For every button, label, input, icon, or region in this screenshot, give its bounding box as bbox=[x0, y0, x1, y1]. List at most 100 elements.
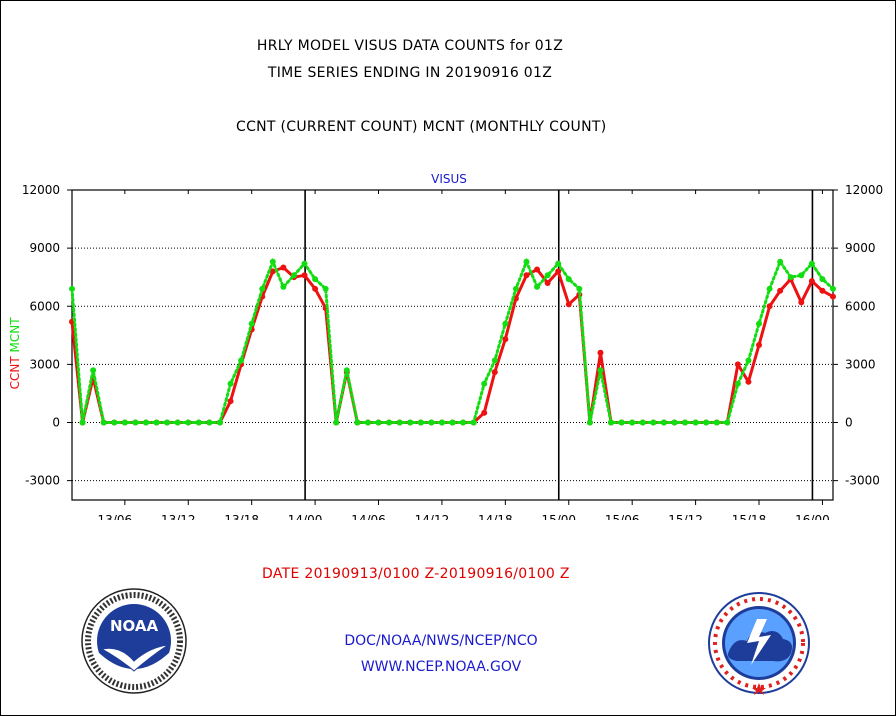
x-tick-label: 16/00 bbox=[795, 513, 830, 520]
y-axis-label-mcnt: MCNT bbox=[8, 317, 22, 353]
data-point-mcnt bbox=[608, 419, 615, 426]
data-point-mcnt bbox=[481, 380, 488, 387]
data-point-mcnt bbox=[597, 367, 604, 374]
y-tick-label-left: 12000 bbox=[22, 183, 60, 197]
data-point-mcnt bbox=[438, 419, 445, 426]
data-point-ccnt bbox=[798, 299, 805, 306]
data-point-ccnt bbox=[227, 398, 234, 405]
series-line-ccnt bbox=[70, 266, 834, 424]
y-tick-label-left: 9000 bbox=[29, 241, 60, 255]
data-point-ccnt bbox=[491, 369, 498, 376]
data-point-mcnt bbox=[90, 367, 97, 374]
y-tick-label-right: 6000 bbox=[845, 299, 876, 313]
data-point-mcnt bbox=[69, 285, 75, 292]
data-point-mcnt bbox=[417, 419, 424, 426]
data-point-mcnt bbox=[534, 283, 541, 290]
data-point-mcnt bbox=[153, 419, 160, 426]
data-point-mcnt bbox=[745, 357, 752, 364]
x-tick-label: 15/00 bbox=[541, 513, 576, 520]
y-tick-label-right: 12000 bbox=[845, 183, 883, 197]
date-range-label: DATE 20190913/0100 Z-20190916/0100 Z bbox=[262, 566, 570, 582]
data-point-mcnt bbox=[576, 285, 583, 292]
data-point-ccnt bbox=[756, 342, 763, 348]
data-point-mcnt bbox=[322, 285, 329, 292]
data-point-mcnt bbox=[386, 419, 393, 426]
data-point-mcnt bbox=[502, 320, 509, 327]
y-axis-label: CCNT MCNT bbox=[8, 317, 22, 390]
x-tick-label: 13/18 bbox=[224, 513, 259, 520]
data-point-mcnt bbox=[555, 260, 562, 267]
data-point-mcnt bbox=[692, 419, 699, 426]
data-point-mcnt bbox=[132, 419, 139, 426]
data-point-ccnt bbox=[544, 280, 551, 286]
data-point-mcnt bbox=[660, 419, 667, 426]
data-point-ccnt bbox=[312, 285, 319, 292]
footer-url[interactable]: WWW.NCEP.NOAA.GOV bbox=[360, 659, 522, 675]
data-point-mcnt bbox=[354, 419, 361, 426]
svg-text:NOAA: NOAA bbox=[110, 617, 159, 635]
data-point-mcnt bbox=[629, 419, 636, 426]
data-point-ccnt bbox=[534, 266, 541, 273]
y-tick-label-left: 0 bbox=[52, 416, 60, 430]
data-point-mcnt bbox=[227, 380, 234, 387]
data-point-ccnt bbox=[269, 268, 276, 275]
data-point-mcnt bbox=[396, 419, 403, 426]
data-point-mcnt bbox=[586, 419, 593, 426]
data-point-mcnt bbox=[798, 272, 805, 279]
data-point-ccnt bbox=[766, 303, 773, 310]
data-point-mcnt bbox=[565, 276, 572, 283]
data-point-mcnt bbox=[428, 419, 435, 426]
data-point-mcnt bbox=[290, 272, 297, 279]
national-weather-service-logo bbox=[707, 591, 811, 699]
data-point-mcnt bbox=[142, 419, 149, 426]
data-point-mcnt bbox=[375, 419, 382, 426]
data-point-ccnt bbox=[502, 336, 509, 343]
data-point-mcnt bbox=[164, 419, 171, 426]
legend-description: CCNT (CURRENT COUNT) MCNT (MONTHLY COUNT… bbox=[236, 119, 607, 135]
data-point-mcnt bbox=[766, 285, 773, 292]
data-point-ccnt bbox=[777, 287, 784, 294]
footer-org: DOC/NOAA/NWS/NCEP/NCO bbox=[344, 633, 538, 649]
x-tick-label: 14/00 bbox=[288, 513, 323, 520]
noaa-logo: NOAA bbox=[80, 587, 188, 699]
data-point-ccnt bbox=[280, 264, 287, 271]
data-point-mcnt bbox=[100, 419, 107, 426]
x-tick-label: 13/12 bbox=[161, 513, 196, 520]
data-point-ccnt bbox=[830, 293, 836, 300]
data-point-mcnt bbox=[808, 260, 815, 267]
chart-title-line-2: TIME SERIES ENDING IN 20190916 01Z bbox=[267, 65, 553, 81]
x-tick-label: 15/12 bbox=[668, 513, 703, 520]
data-point-ccnt bbox=[555, 268, 562, 275]
y-tick-label-right: -3000 bbox=[845, 474, 880, 488]
data-point-mcnt bbox=[407, 419, 414, 426]
data-point-ccnt bbox=[819, 287, 826, 294]
data-point-mcnt bbox=[523, 258, 530, 265]
data-point-mcnt bbox=[238, 357, 245, 364]
data-point-mcnt bbox=[639, 419, 646, 426]
data-point-ccnt bbox=[745, 378, 752, 385]
x-tick-label: 14/12 bbox=[415, 513, 450, 520]
chart-title-line-1: HRLY MODEL VISUS DATA COUNTS for 01Z bbox=[256, 38, 564, 54]
data-point-mcnt bbox=[121, 419, 128, 426]
data-point-mcnt bbox=[819, 276, 826, 283]
data-point-mcnt bbox=[830, 285, 836, 292]
data-point-mcnt bbox=[734, 380, 741, 387]
data-point-mcnt bbox=[301, 260, 308, 267]
y-axis-label-ccnt: CCNT bbox=[8, 352, 22, 389]
data-point-mcnt bbox=[248, 320, 255, 327]
data-point-mcnt bbox=[185, 419, 192, 426]
x-tick-label: 13/06 bbox=[98, 513, 133, 520]
data-point-ccnt bbox=[808, 278, 815, 285]
y-tick-label-right: 3000 bbox=[845, 357, 876, 371]
data-point-mcnt bbox=[206, 419, 213, 426]
series-line-mcnt bbox=[70, 257, 835, 424]
data-point-ccnt bbox=[481, 409, 488, 416]
data-point-mcnt bbox=[703, 419, 710, 426]
data-point-mcnt bbox=[756, 320, 763, 327]
data-point-ccnt bbox=[523, 272, 530, 279]
data-point-mcnt bbox=[671, 419, 678, 426]
data-point-mcnt bbox=[364, 419, 371, 426]
x-tick-label: 14/18 bbox=[478, 513, 513, 520]
data-point-mcnt bbox=[111, 419, 118, 426]
x-tick-label: 15/06 bbox=[605, 513, 640, 520]
